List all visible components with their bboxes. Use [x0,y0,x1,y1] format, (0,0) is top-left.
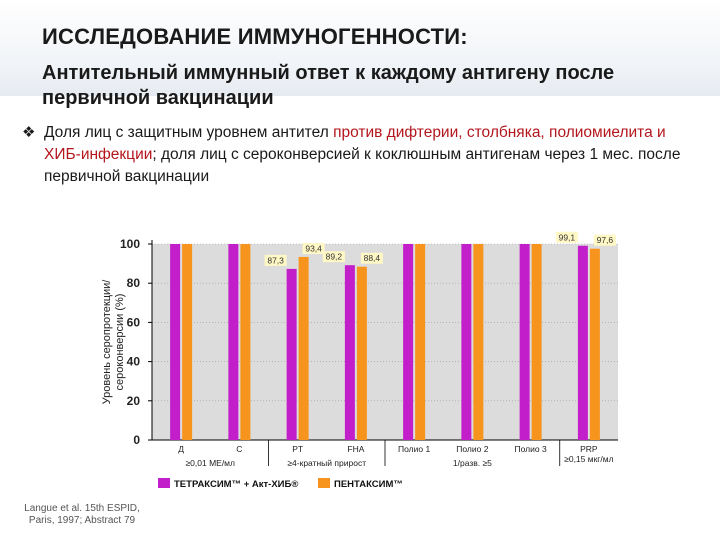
bullet-text: Доля лиц с защитным уровнем антител прот… [44,122,704,188]
source-citation: Langue et al. 15th ESPID, Paris, 1997; A… [24,503,140,526]
y-tick-label: 40 [127,355,141,369]
bar-tetraxim [577,245,588,440]
chart-svg: 0 20 40 60 80 100 Уровень серопротекции/сероко… [101,231,618,490]
x-tick-label: FHA [347,444,364,454]
bar-tetraxim [344,265,355,440]
data-label-box [302,242,325,254]
header-band [0,0,720,96]
y-tick-label: 0 [133,433,140,447]
data-label: 99,1 [559,232,576,242]
legend-swatch [318,478,330,488]
data-label-box [264,254,287,266]
bar-pentaxim [415,244,426,440]
bar-pentaxim [240,244,251,440]
bar-tetraxim [519,244,530,440]
group-label: 1/разв. ≥5 [453,458,492,468]
data-label-box [555,231,578,243]
x-tick-label: PT [292,444,303,454]
bar-pentaxim [356,266,367,440]
data-label-box [360,252,383,264]
bar-pentaxim [473,244,484,440]
data-label: 88,4 [364,253,381,263]
bullet-text-part1: Доля лиц с защитным уровнем антител [44,124,334,141]
data-label: 97,6 [597,235,614,245]
bar-pentaxim [589,248,600,440]
x-tick-label: Полио 1 [398,444,430,454]
y-tick-label: 100 [120,237,140,251]
x-tick-label: Д [178,444,184,454]
y-tick-label: 80 [127,276,141,290]
y-tick-label: 20 [127,394,141,408]
legend-label: ПЕНТАКСИМ™ [334,479,403,490]
bar-tetraxim [461,244,472,440]
data-label: 89,2 [326,252,343,262]
plot-background [152,244,618,440]
bar-chart: 0 20 40 60 80 100 Уровень серопротекции/сероко… [78,218,630,498]
x-tick-label: Полио 2 [456,444,488,454]
bar-pentaxim [531,244,542,440]
x-tick-label: С [236,444,242,454]
x-tick-label: Полио 3 [515,444,547,454]
data-label: 93,4 [305,243,322,253]
bar-tetraxim [228,244,239,440]
bullet-text-part3: ; доля лиц с сероконверсией к коклюшным … [44,146,681,185]
data-label-box [593,234,616,246]
group-label: ≥0,15 мкг/мл [564,454,613,464]
group-label: ≥4-кратный прирост [287,458,366,468]
legend-label: ТЕТРАКСИМ™ + Акт-ХИБ® [174,479,298,490]
legend-swatch [158,478,170,488]
bullet-text-highlight: против дифтерии, столбняка, полиомиелита… [44,124,666,163]
group-label: ≥0,01 МЕ/мл [186,458,236,468]
y-axis-label-line2: сероконверсии (%) [114,294,126,391]
bar-tetraxim [403,244,414,440]
diamond-bullet-icon: ❖ [22,124,36,141]
y-tick-label: 60 [127,315,141,329]
bar-tetraxim [170,244,181,440]
page-title: ИССЛЕДОВАНИЕ ИММУНОГЕННОСТИ: [42,24,468,49]
y-axis-label-line1: Уровень серопротекции/ [101,279,113,405]
bar-pentaxim [182,244,193,440]
bar-pentaxim [298,256,309,440]
bar-tetraxim [286,268,297,440]
data-label: 87,3 [267,255,284,265]
data-label-box [322,251,345,263]
page-subtitle: Антительный иммунный ответ к каждому ант… [42,62,615,109]
x-tick-label: PRP [580,444,598,454]
